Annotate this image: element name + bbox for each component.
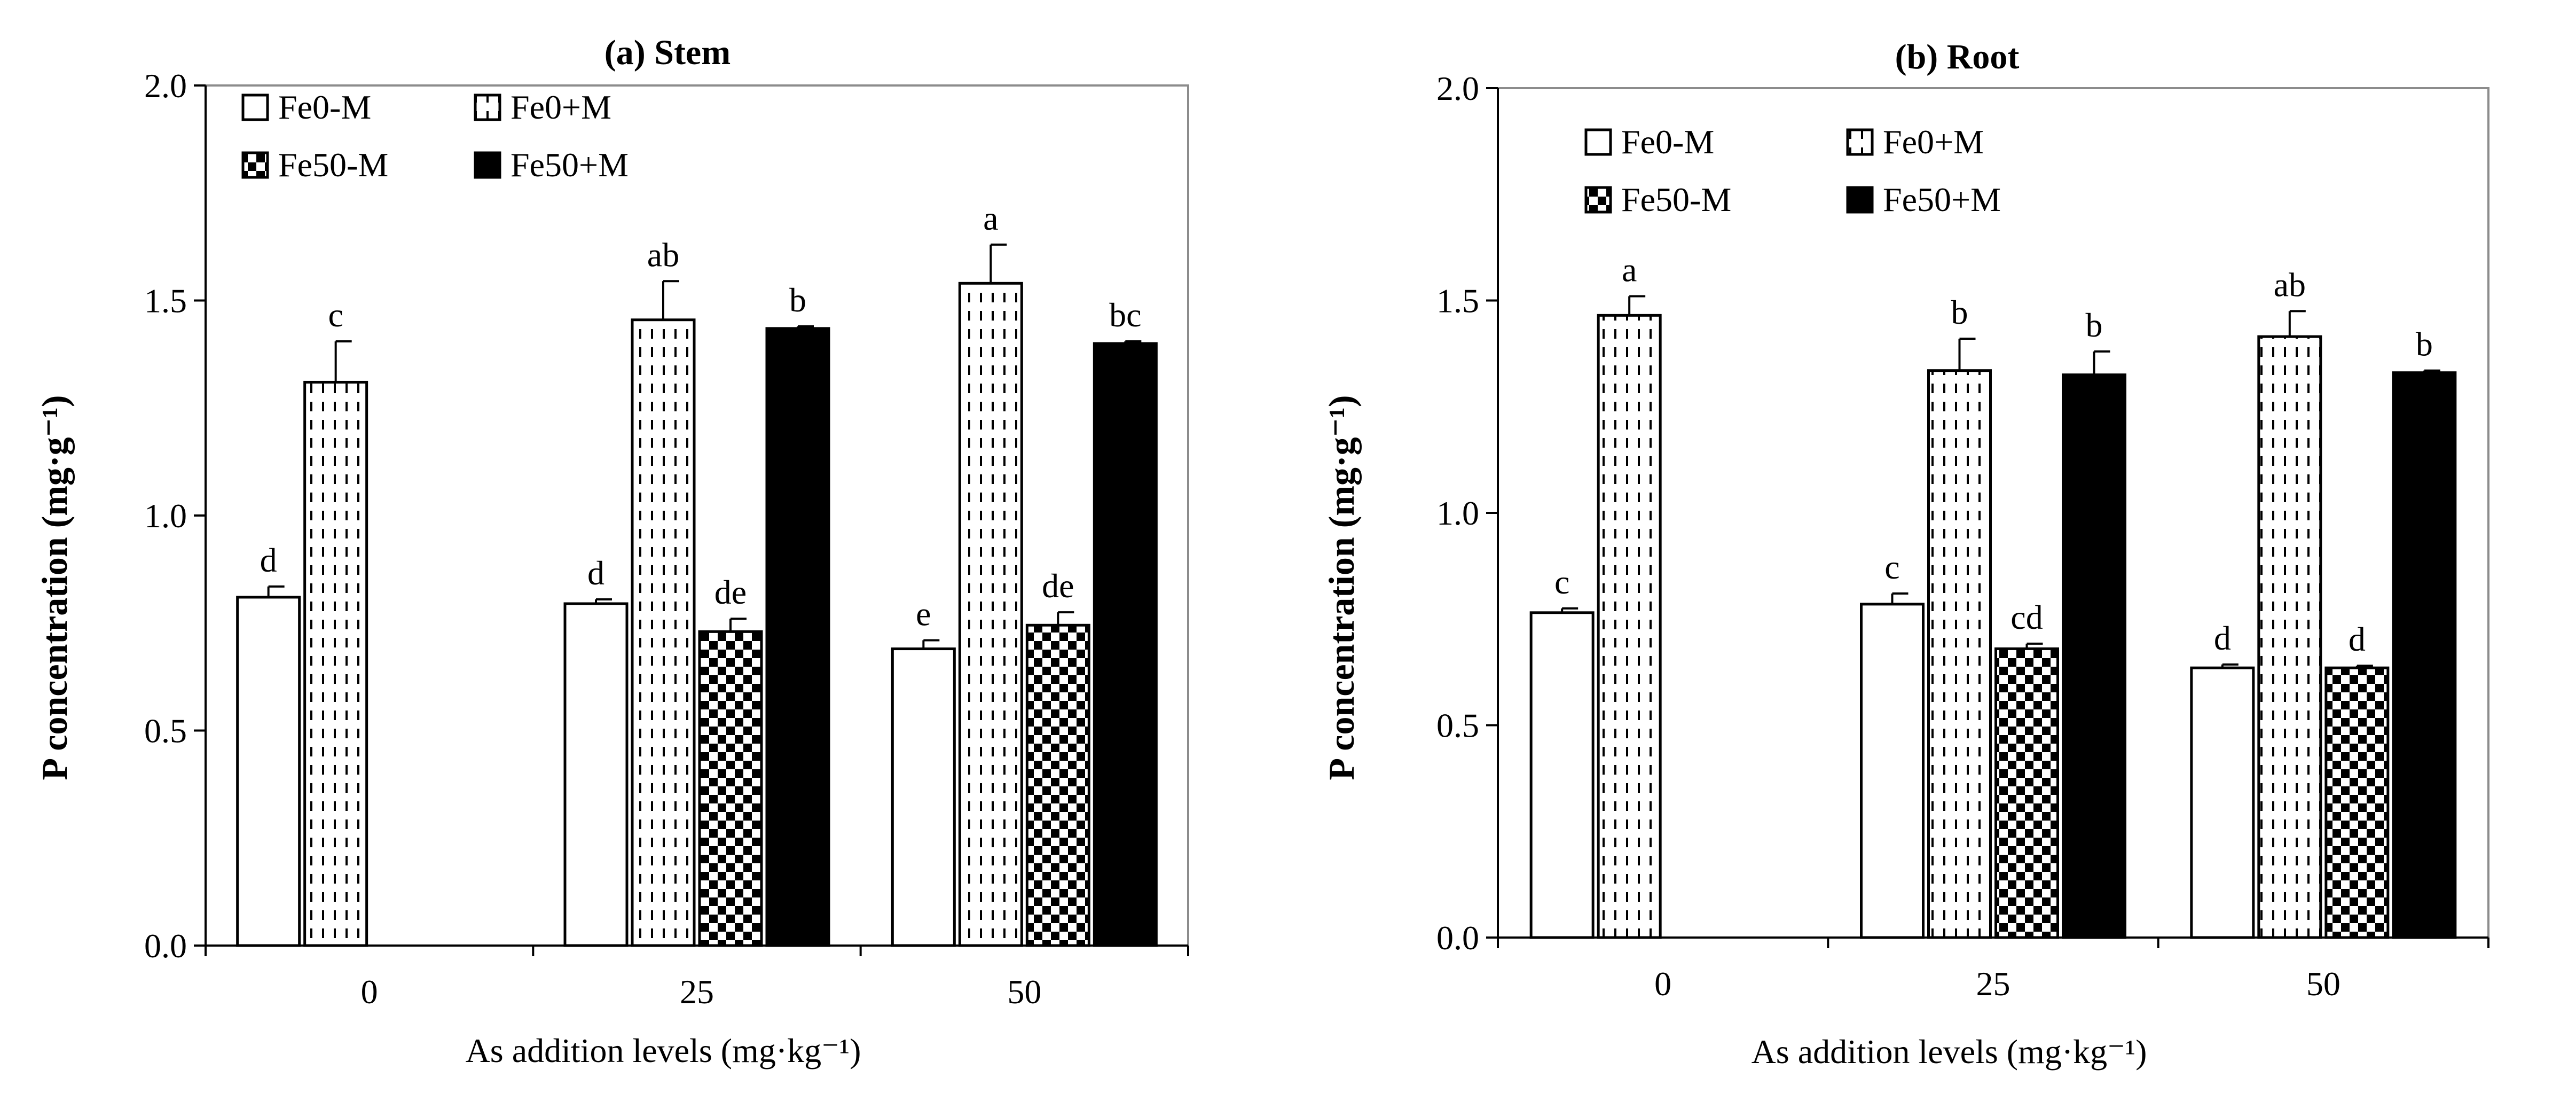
y-tick-label: 2.0 [144,67,187,105]
significance-label: b [1951,293,1968,331]
bar-fe50-m-25 [1994,647,2059,939]
y-tick-label: 1.5 [144,282,187,320]
significance-label: b [789,281,806,319]
legend-swatch [241,151,269,179]
bar-fe0-m-0 [303,380,368,947]
bar-fe0-m-25 [631,318,696,947]
y-tick-label: 0.5 [1436,707,1479,745]
legend-swatch [474,93,501,121]
significance-label: d [587,554,604,592]
chart-title: (a) Stem [604,33,731,72]
legend-label: Fe50+M [1883,181,2001,218]
bar-fe0-m-50 [2190,666,2255,939]
bar-fe0-m-25 [1927,369,1992,939]
bar-fe0-m-50 [2257,335,2322,939]
y-tick-label: 1.0 [144,497,187,535]
significance-label: a [983,199,998,237]
significance-label: ab [2274,266,2306,303]
significance-label: c [1554,563,1569,601]
legend-swatch [1846,186,1874,214]
significance-label: de [1042,567,1074,605]
significance-label: c [328,296,343,334]
legend-label: Fe0+M [1883,123,1984,161]
legend-swatch [1846,128,1874,156]
y-tick-label: 0.0 [144,927,187,965]
significance-label: c [1884,548,1899,586]
bar-fe0-m-0 [1529,611,1595,939]
legend-label: Fe0-M [1621,123,1714,161]
x-tick-label: 50 [1007,973,1041,1011]
bar-fe50-m-50 [1025,623,1090,947]
y-tick-label: 0.0 [1436,919,1479,957]
bar-fe0-m-25 [1860,603,1925,939]
y-axis-label: P concentration (mg·g⁻¹) [34,395,75,780]
legend-label: Fe50-M [278,146,388,184]
bar-fe50-m-50 [1093,342,1158,947]
significance-label: d [2349,620,2366,658]
chart-stem: (a) Stem P concentration (mg·g⁻¹) As add… [34,33,1189,1069]
bar-fe50-m-25 [2062,373,2126,939]
significance-label: d [260,541,277,579]
bar-fe0-m-0 [1597,314,1662,939]
x-axis-label: As addition levels (mg·kg⁻¹) [466,1032,861,1069]
x-tick-label: 0 [361,973,378,1011]
y-tick-label: 1.0 [1436,494,1479,532]
y-axis-label: P concentration (mg·g⁻¹) [1321,395,1362,780]
x-tick-label: 0 [1654,965,1671,1003]
significance-label: e [916,595,931,633]
legend-swatch [474,151,501,179]
y-tick-label: 0.5 [144,712,187,750]
chart-root: (b) Root P concentration (mg·g⁻¹) As add… [1321,37,2489,1071]
legend-label: Fe0-M [278,88,371,126]
significance-label: cd [2010,598,2043,636]
y-tick-label: 1.5 [1436,282,1479,320]
legend-swatch [1584,186,1612,214]
x-tick-label: 25 [1976,965,2010,1003]
legend-swatch [1584,128,1612,156]
significance-label: bc [1109,296,1141,334]
significance-label: b [2086,306,2103,344]
x-tick-label: 50 [2306,965,2341,1003]
significance-label: a [1622,251,1637,289]
bar-fe0-m-0 [236,596,301,947]
significance-label: b [2416,325,2433,363]
significance-label: ab [647,236,679,274]
legend-swatch [241,93,269,121]
bar-fe0-m-50 [891,647,956,947]
bar-fe50-m-25 [698,630,763,947]
bar-fe0-m-25 [563,602,629,947]
x-tick-label: 25 [680,973,714,1011]
y-tick-label: 2.0 [1436,69,1479,107]
x-axis-label: As addition levels (mg·kg⁻¹) [1752,1033,2147,1071]
chart-title: (b) Root [1895,37,2020,76]
bar-fe50-m-50 [2392,371,2457,939]
bar-fe0-m-50 [958,282,1023,947]
legend-label: Fe50-M [1621,181,1731,218]
bar-fe50-m-25 [765,327,830,947]
legend-label: Fe50+M [511,146,629,184]
significance-label: de [714,573,747,611]
significance-label: d [2214,619,2231,657]
legend-label: Fe0+M [511,88,611,126]
bar-fe50-m-50 [2324,666,2390,939]
